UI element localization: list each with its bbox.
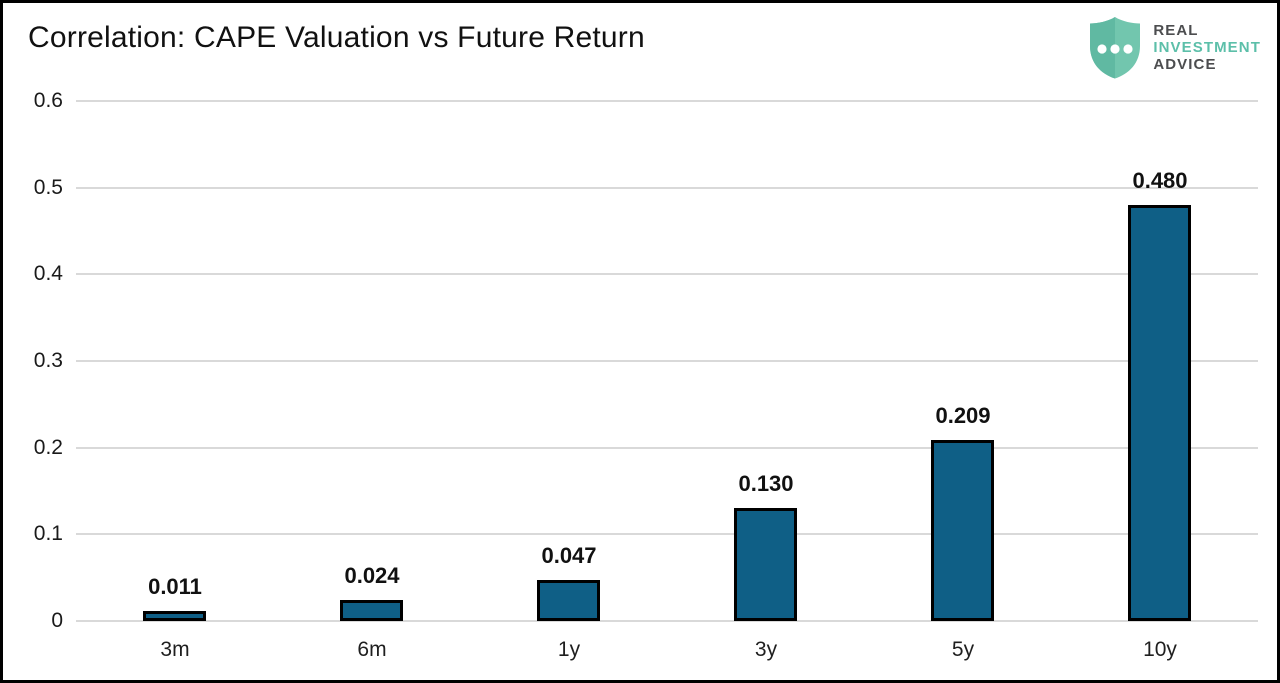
logo-line-advice: ADVICE (1153, 56, 1217, 73)
plot-area: 0.6 0.5 0.4 0.3 0.2 0.1 0 0.011 3m 0.024 6m 0.047 1y… (3, 3, 1277, 680)
x-tick-label: 5y (951, 638, 975, 661)
y-tick-label: 0.1 (33, 522, 63, 546)
y-gridline (76, 446, 1258, 449)
x-tick-label: 1y (557, 638, 581, 661)
y-tick-label: 0 (51, 609, 63, 632)
y-tick-label: 0.4 (33, 262, 63, 286)
shield-icon (1090, 17, 1141, 79)
bar-value-label: 0.209 (935, 403, 991, 428)
y-gridline (76, 620, 1258, 622)
y-gridline (76, 186, 1258, 189)
logo-line-investment: INVESTMENT (1153, 39, 1261, 56)
x-tick-label: 3m (160, 638, 190, 661)
y-gridline (76, 533, 1258, 536)
bar (143, 611, 206, 621)
ria-logo: REAL INVESTMENT ADVICE (1088, 16, 1261, 79)
y-tick-label: 0.2 (33, 435, 63, 459)
bar (340, 600, 403, 621)
bar-value-label: 0.047 (541, 543, 597, 568)
bar (734, 508, 797, 621)
bar-value-label: 0.011 (148, 574, 202, 599)
logo-line-real: REAL (1153, 22, 1199, 39)
y-gridline (76, 273, 1258, 276)
y-gridline (76, 360, 1258, 362)
logo-wordmark: REAL INVESTMENT ADVICE (1153, 22, 1261, 73)
x-tick-label: 6m (357, 638, 387, 661)
bar-value-label: 0.480 (1132, 168, 1188, 193)
y-gridline (76, 100, 1258, 102)
x-tick-label: 3y (754, 638, 778, 661)
bar (1128, 205, 1191, 621)
x-tick-label: 10y (1143, 638, 1177, 661)
bar-value-label: 0.024 (344, 563, 400, 588)
shield-dot (1110, 44, 1120, 54)
page-title: Correlation: CAPE Valuation vs Future Re… (28, 21, 645, 54)
y-tick-label: 0.5 (33, 175, 63, 199)
bar-value-label: 0.130 (738, 471, 794, 496)
shield-dot (1123, 44, 1133, 54)
y-tick-label: 0.6 (33, 89, 63, 112)
shield-dot (1097, 44, 1107, 54)
y-tick-label: 0.3 (33, 349, 63, 372)
bar (931, 440, 994, 621)
bar (537, 580, 600, 621)
